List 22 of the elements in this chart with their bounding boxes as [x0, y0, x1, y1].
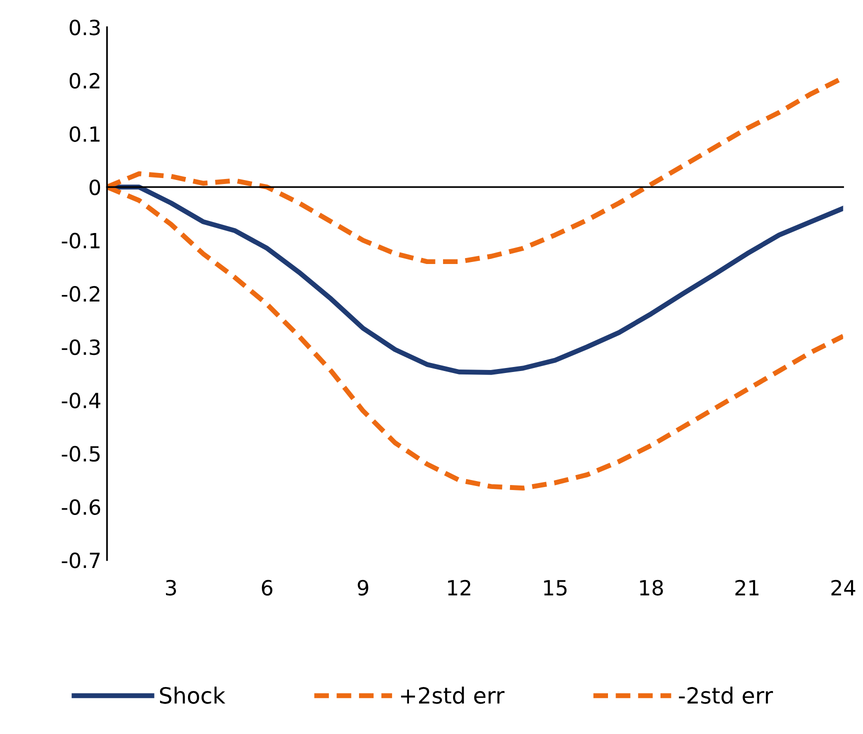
x-tick-label: 12	[448, 580, 470, 596]
x-tick-label: 21	[735, 580, 758, 596]
legend-label: -2std err	[678, 686, 774, 704]
y-tick-label: -0.2	[62, 286, 100, 302]
x-tick-label: 18	[640, 580, 663, 596]
y-tick-label: -0.5	[62, 446, 100, 462]
y-tick-label: -0.6	[62, 499, 100, 515]
y-tick-label: -0.3	[62, 339, 100, 356]
y-tick-label: 0	[90, 179, 100, 196]
x-tick-label: 6	[262, 580, 272, 596]
legend-label: +2std err	[401, 686, 505, 704]
x-tick-label: 15	[544, 580, 567, 596]
y-tick-label: -0.1	[62, 232, 100, 249]
y-tick-label: 0.1	[70, 126, 100, 142]
y-tick-label: 0.3	[70, 20, 100, 36]
x-tick-label: 24	[831, 580, 856, 596]
y-tick-label: 0.2	[70, 72, 100, 89]
x-tick-label: 9	[358, 580, 368, 596]
legend-label: Shock	[160, 686, 226, 704]
y-tick-label: -0.4	[62, 392, 100, 408]
x-tick-label: 3	[166, 580, 176, 596]
y-tick-label: -0.7	[62, 552, 100, 568]
